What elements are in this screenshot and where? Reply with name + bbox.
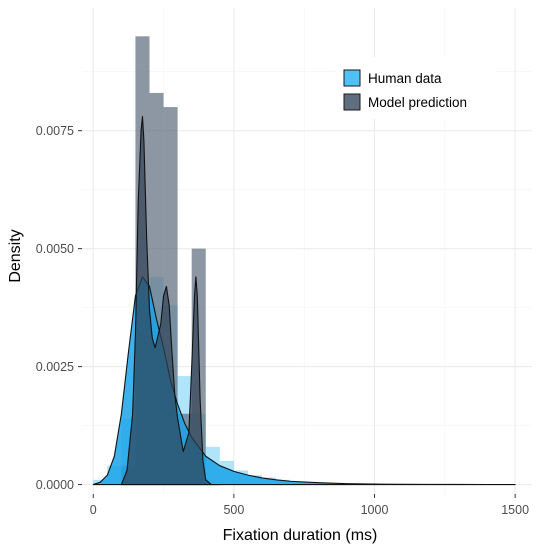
legend-key-model: [343, 93, 361, 111]
x-axis-title: Fixation duration (ms): [223, 527, 378, 544]
legend: Human data Model prediction: [335, 57, 495, 119]
y-tick-label: 0.0000: [36, 478, 74, 492]
x-tick-label: 0: [90, 503, 97, 517]
legend-key-human: [343, 69, 361, 87]
y-tick-label: 0.0050: [36, 242, 74, 256]
y-tick-label: 0.0025: [36, 360, 74, 374]
legend-label-model: Model prediction: [368, 95, 467, 110]
axes: 0 500 1000 1500 0.0000 0.0025 0.0050 0.0075: [36, 124, 529, 517]
density-curves: [92, 115, 516, 486]
legend-background: [335, 57, 495, 119]
y-axis-title: Density: [7, 229, 24, 282]
x-tick-label: 1000: [361, 503, 389, 517]
x-tick-label: 1500: [501, 503, 529, 517]
x-tick-label: 500: [223, 503, 244, 517]
y-tick-label: 0.0075: [36, 124, 74, 138]
density-curve-model: [120, 115, 221, 486]
legend-label-human: Human data: [368, 71, 442, 86]
